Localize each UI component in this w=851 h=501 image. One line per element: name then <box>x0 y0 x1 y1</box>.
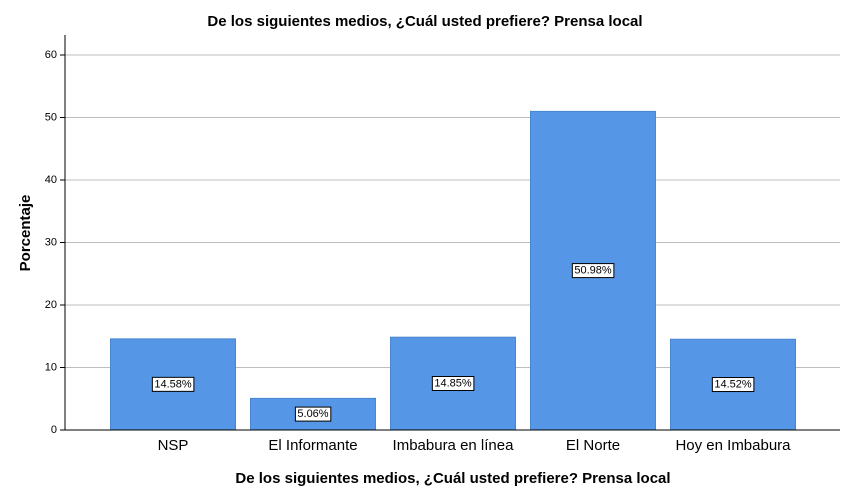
x-axis-label: De los siguientes medios, ¿Cuál usted pr… <box>235 470 670 487</box>
value-label-box <box>571 263 615 279</box>
value-label-box <box>294 406 332 422</box>
value-label-box <box>431 376 475 391</box>
y-axis-label: Porcentaje <box>17 195 34 272</box>
value-label: 5.06% <box>297 408 328 420</box>
y-tick-label: 50 <box>45 111 57 123</box>
y-tick-label: 30 <box>45 236 57 248</box>
value-label: 50.98% <box>574 265 612 277</box>
value-label-box <box>711 377 755 393</box>
x-tick-label: El Informante <box>268 437 357 454</box>
value-label: 14.85% <box>434 378 472 390</box>
chart-title: De los siguientes medios, ¿Cuál usted pr… <box>207 13 642 30</box>
y-tick-label: 0 <box>51 424 57 436</box>
x-tick-label: Imbabura en línea <box>393 437 515 454</box>
value-label: 14.52% <box>714 379 752 391</box>
value-label-box <box>151 376 195 392</box>
y-tick-label: 20 <box>45 299 57 311</box>
value-label: 14.58% <box>154 378 192 390</box>
y-tick-label: 40 <box>45 174 57 186</box>
x-tick-label: El Norte <box>566 437 620 454</box>
y-tick-label: 60 <box>45 49 57 61</box>
x-tick-label: Hoy en Imbabura <box>675 437 791 454</box>
y-tick-label: 10 <box>45 361 57 373</box>
x-tick-label: NSP <box>158 437 189 454</box>
